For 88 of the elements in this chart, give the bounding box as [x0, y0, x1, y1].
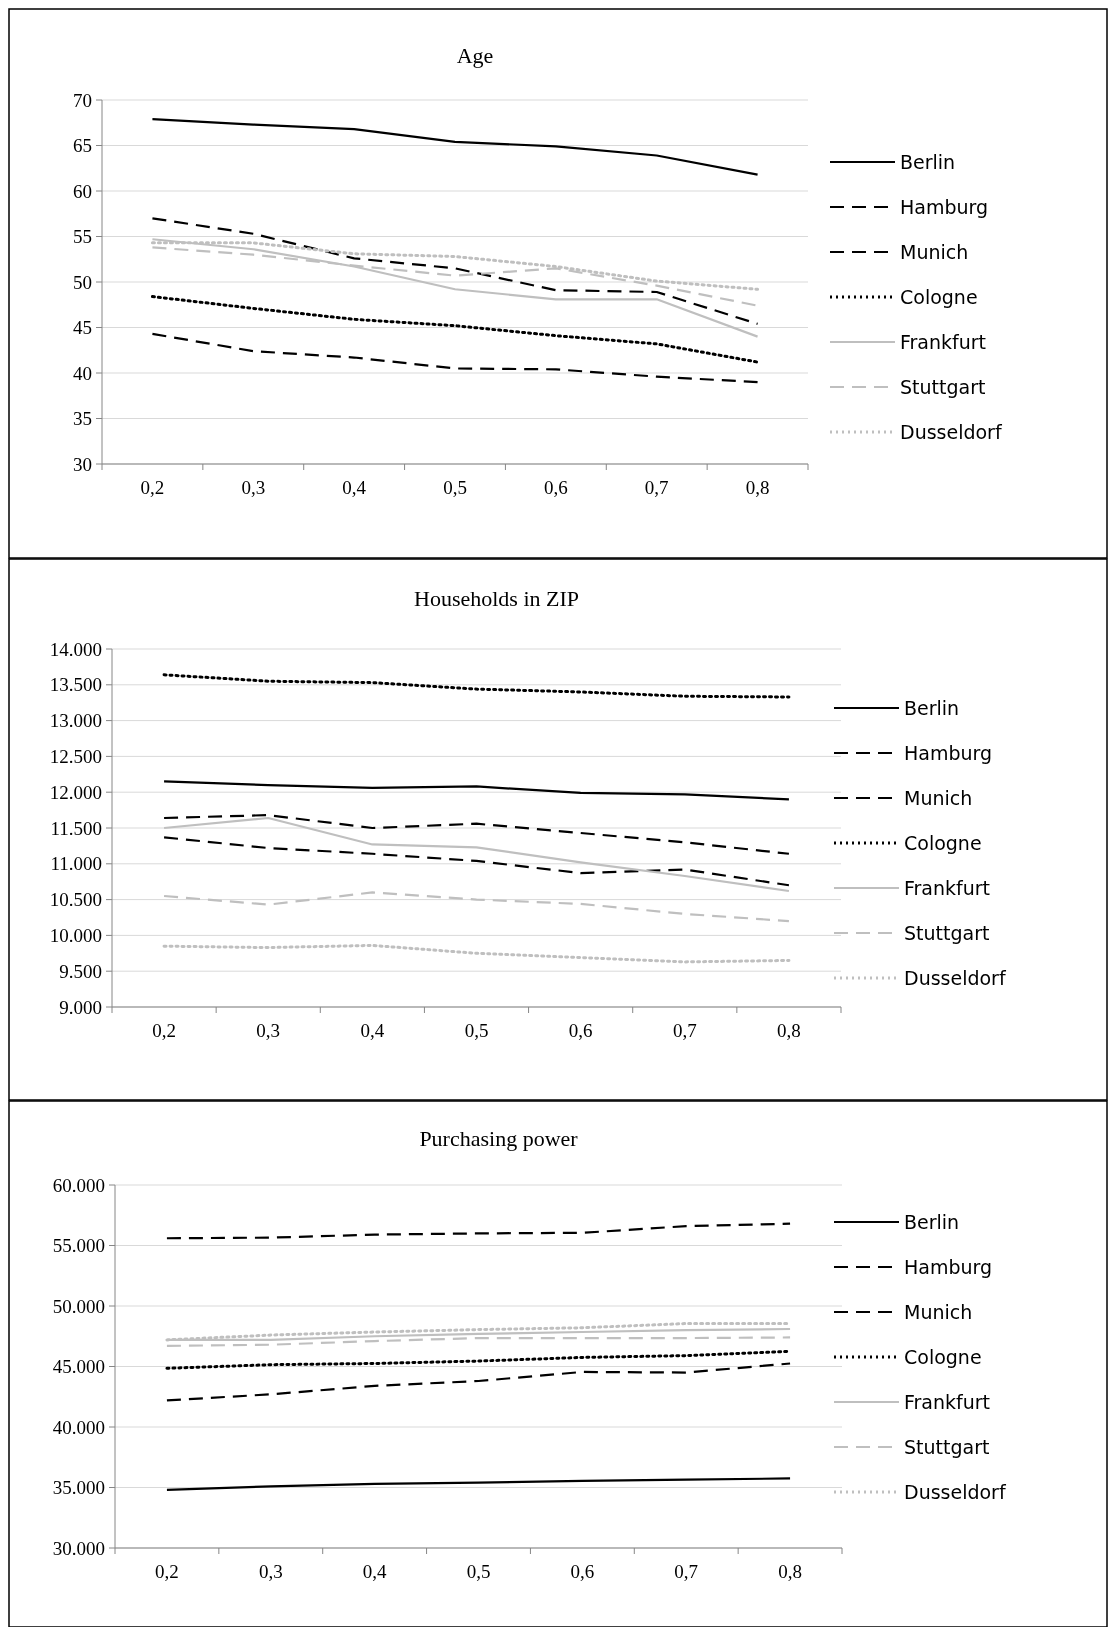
line-series [165, 1477, 792, 1492]
legend-label: Frankfurt [904, 1390, 991, 1413]
y-tick-label: 35.000 [52, 1477, 105, 1499]
line-series [162, 943, 791, 964]
y-tick-label: 55 [73, 226, 92, 248]
y-tick-label: 50.000 [52, 1295, 105, 1317]
y-tick-label: 35 [73, 408, 92, 430]
x-tick-label: 0,7 [674, 1561, 699, 1582]
chart-title: Purchasing power [419, 1126, 579, 1151]
line-series [151, 238, 759, 338]
y-tick-label: 11.500 [50, 817, 102, 839]
y-tick-label: 60 [73, 180, 92, 202]
x-tick-label: 0,7 [644, 477, 669, 498]
legend-label: Frankfurt [900, 330, 987, 353]
x-tick-label: 0,6 [568, 1020, 593, 1041]
y-tick-label: 45.000 [52, 1356, 105, 1378]
x-tick-label: 0,7 [672, 1020, 697, 1041]
line-series [162, 816, 791, 893]
y-tick-label: 10.500 [49, 889, 102, 911]
legend-label: Dusseldorf [904, 966, 1007, 989]
y-tick-label: 50 [73, 271, 92, 293]
y-tick-label: 12.500 [49, 746, 102, 768]
legend-label: Cologne [904, 1345, 982, 1368]
y-tick-label: 30 [73, 453, 92, 475]
line-series [165, 1362, 792, 1402]
y-tick-label: 45 [73, 317, 92, 339]
y-tick-label: 55.000 [52, 1235, 105, 1257]
line-series [162, 891, 791, 923]
y-tick-label: 40 [73, 362, 92, 384]
x-tick-label: 0,2 [140, 477, 165, 498]
legend-label: Hamburg [900, 195, 989, 218]
line-series [151, 217, 759, 325]
line-series [162, 814, 791, 855]
line-series [162, 780, 791, 801]
x-tick-label: 0,2 [155, 1561, 179, 1582]
line-series [162, 836, 791, 887]
legend-label: Hamburg [904, 741, 993, 764]
x-tick-label: 0,8 [745, 477, 770, 498]
legend-label: Hamburg [904, 1255, 993, 1278]
x-tick-label: 0,5 [464, 1020, 489, 1041]
y-tick-label: 14.000 [49, 638, 102, 660]
y-tick-label: 13.500 [49, 674, 102, 696]
y-tick-label: 13.000 [49, 710, 102, 732]
legend-label: Berlin [904, 1210, 960, 1233]
y-tick-label: 11.000 [50, 853, 102, 875]
legend-label: Frankfurt [904, 876, 991, 899]
y-tick-label: 9.500 [59, 960, 102, 982]
legend-label: Munich [900, 240, 969, 263]
y-tick-label: 60.000 [52, 1174, 105, 1196]
x-tick-label: 0,3 [256, 1020, 281, 1041]
x-tick-label: 0,3 [258, 1561, 283, 1582]
line-series [162, 673, 791, 699]
line-series [165, 1222, 792, 1240]
line-series [165, 1336, 792, 1348]
legend-label: Berlin [904, 696, 960, 719]
y-tick-label: 70 [73, 89, 92, 111]
x-tick-label: 0,4 [342, 477, 367, 498]
legend-label: Dusseldorf [904, 1480, 1007, 1503]
x-tick-label: 0,5 [466, 1561, 491, 1582]
x-tick-label: 0,4 [360, 1020, 385, 1041]
x-tick-label: 0,2 [152, 1020, 176, 1041]
legend-label: Munich [904, 786, 973, 809]
x-tick-label: 0,8 [777, 1020, 801, 1041]
legend-label: Stuttgart [900, 375, 986, 398]
x-tick-label: 0,3 [241, 477, 266, 498]
chart-title: Households in ZIP [414, 586, 579, 611]
y-tick-label: 30.000 [52, 1537, 105, 1559]
y-tick-label: 10.000 [49, 925, 102, 947]
legend-label: Cologne [904, 831, 982, 854]
y-tick-label: 9.000 [59, 996, 102, 1018]
legend-label: Cologne [900, 285, 978, 308]
line-series [151, 332, 759, 384]
line-series [151, 118, 759, 176]
y-tick-label: 12.000 [49, 781, 102, 803]
line-series [150, 295, 760, 364]
legend-label: Munich [904, 1300, 973, 1323]
chart-title: Age [456, 43, 494, 68]
x-tick-label: 0,6 [543, 477, 568, 498]
x-tick-label: 0,6 [570, 1561, 595, 1582]
y-tick-label: 40.000 [52, 1416, 105, 1438]
legend-label: Stuttgart [904, 1435, 990, 1458]
x-tick-label: 0,4 [362, 1561, 388, 1582]
y-tick-label: 65 [73, 135, 92, 157]
legend-label: Dusseldorf [900, 420, 1003, 443]
x-tick-label: 0,8 [778, 1561, 802, 1582]
legend-label: Berlin [900, 150, 956, 173]
legend-label: Stuttgart [904, 921, 990, 944]
x-tick-label: 0,5 [443, 477, 467, 498]
